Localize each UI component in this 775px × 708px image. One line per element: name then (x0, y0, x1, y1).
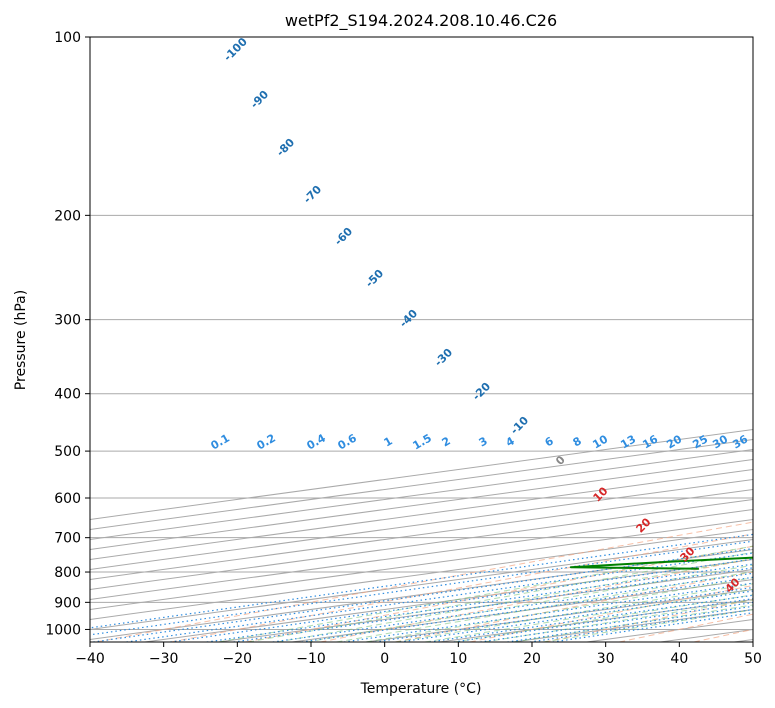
x-tick-label: 30 (597, 651, 615, 667)
moist-adiabat-line (247, 551, 753, 642)
moist-adiabat-line (424, 588, 753, 642)
dry-adiabat-line (469, 584, 753, 642)
isotherm-line (90, 488, 753, 580)
mixing-ratio-line (90, 540, 753, 636)
y-tick-label: 600 (54, 491, 81, 507)
x-tick-label: −10 (296, 651, 326, 667)
y-tick-label: 1000 (45, 622, 81, 638)
dry-adiabat-line (96, 521, 753, 642)
x-tick-label: 50 (744, 651, 762, 667)
y-tick-label: 800 (54, 565, 81, 581)
x-tick-label: 0 (380, 651, 389, 667)
dry-adiabat-line (245, 545, 753, 642)
mixing-ratio-line (170, 558, 753, 642)
plot-frame (89, 36, 754, 643)
grid-layer (90, 37, 753, 642)
moist-adiabat-line (395, 583, 753, 642)
x-tick-label: 20 (523, 651, 541, 667)
isotherm-line (90, 498, 753, 590)
moist-adiabat-line (336, 570, 753, 642)
isotherm-line (90, 528, 753, 620)
mixing-ratio-line (507, 605, 753, 642)
y-tick-label: 700 (54, 531, 81, 547)
isotherm-line (90, 458, 753, 550)
mixing-ratio-line (552, 612, 753, 642)
isotherm-line (90, 478, 753, 570)
x-tick-label: −40 (75, 651, 105, 667)
y-tick-label: 900 (54, 595, 81, 611)
y-tick-label: 300 (54, 313, 81, 329)
y-axis-label: Pressure (hPa) (13, 290, 29, 390)
x-tick-label: 10 (449, 651, 467, 667)
x-tick-label: −30 (149, 651, 179, 667)
isotherm-line (90, 518, 753, 610)
mixing-ratio-line (93, 547, 753, 642)
x-axis-label: Temperature (°C) (360, 681, 482, 697)
isotherm-line (90, 468, 753, 560)
chart-title: wetPf2_S194.2024.208.10.46.C26 (285, 11, 557, 31)
y-tick-label: 500 (54, 444, 81, 460)
isotherm-line (90, 508, 753, 600)
y-tick-label: 400 (54, 387, 81, 403)
dry-adiabat-line (320, 558, 753, 642)
moist-adiabat-line (277, 558, 753, 642)
y-axis: 100 200 300 400 500 600 700 800 900 1000 (45, 30, 90, 638)
mixing-ratio-line (529, 608, 753, 642)
isotherm-line (90, 538, 753, 630)
mixing-ratio-line (126, 552, 753, 642)
x-tick-label: −20 (223, 651, 253, 667)
y-tick-label: 100 (54, 30, 81, 46)
x-tick-label: 40 (670, 651, 688, 667)
auxiliary-lines (90, 521, 753, 642)
y-tick-label: 200 (54, 208, 81, 224)
x-axis: −40 −30 −20 −10 0 10 20 30 40 50 (75, 642, 762, 667)
